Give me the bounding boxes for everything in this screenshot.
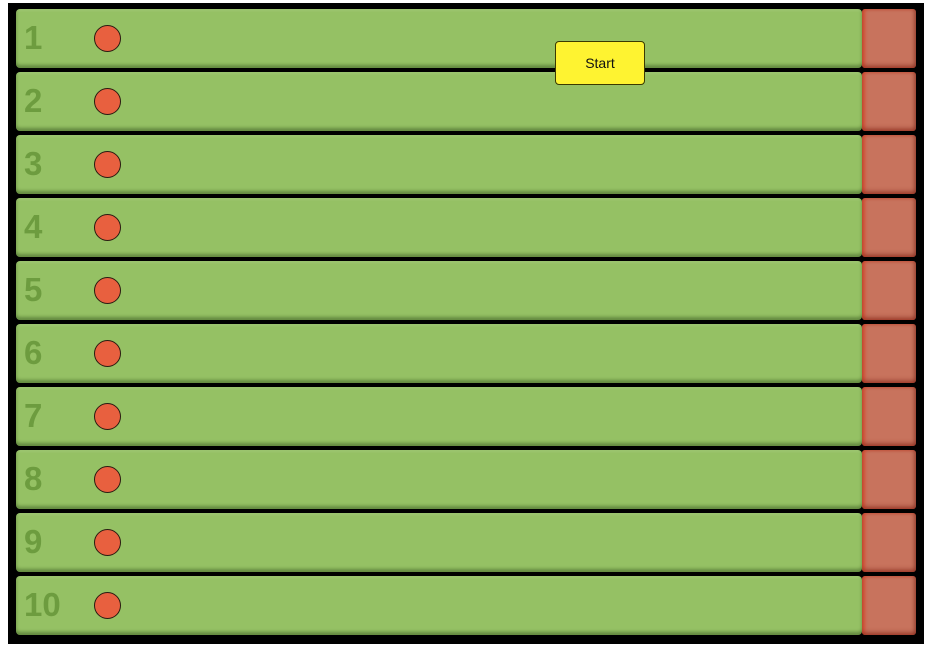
finish-cell [862, 9, 916, 68]
race-track: 1 2 3 4 5 [16, 9, 916, 639]
lane-6: 6 [16, 324, 916, 387]
lane-4: 4 [16, 198, 916, 261]
finish-cell [862, 72, 916, 131]
runner-token[interactable] [94, 277, 121, 304]
lane-2: 2 [16, 72, 916, 135]
lane-strip [16, 513, 862, 572]
finish-cell [862, 576, 916, 635]
lane-8: 8 [16, 450, 916, 513]
lane-number: 5 [24, 271, 43, 308]
lane-number: 10 [24, 586, 61, 623]
lane-strip [16, 576, 862, 635]
finish-cell [862, 135, 916, 194]
runner-token[interactable] [94, 25, 121, 52]
lane-number: 9 [24, 523, 43, 560]
lane-strip [16, 261, 862, 320]
runner-token[interactable] [94, 214, 121, 241]
lane-strip [16, 135, 862, 194]
start-button[interactable]: Start [555, 41, 645, 85]
runner-token[interactable] [94, 592, 121, 619]
finish-cell [862, 198, 916, 257]
lane-9: 9 [16, 513, 916, 576]
lane-number: 3 [24, 145, 43, 182]
runner-token[interactable] [94, 340, 121, 367]
lane-number: 1 [24, 19, 43, 56]
lane-number: 7 [24, 397, 43, 434]
finish-cell [862, 513, 916, 572]
runner-token[interactable] [94, 403, 121, 430]
lane-1: 1 [16, 9, 916, 72]
finish-cell [862, 387, 916, 446]
lane-7: 7 [16, 387, 916, 450]
runner-token[interactable] [94, 466, 121, 493]
lane-10: 10 [16, 576, 916, 639]
finish-cell [862, 261, 916, 320]
lane-strip [16, 324, 862, 383]
lane-number: 6 [24, 334, 43, 371]
lane-strip [16, 9, 862, 68]
game-frame: 1 2 3 4 5 [8, 3, 924, 644]
lane-strip [16, 72, 862, 131]
finish-cell [862, 450, 916, 509]
lane-strip [16, 198, 862, 257]
finish-cell [862, 324, 916, 383]
lane-3: 3 [16, 135, 916, 198]
runner-token[interactable] [94, 529, 121, 556]
lane-5: 5 [16, 261, 916, 324]
runner-token[interactable] [94, 88, 121, 115]
lane-number: 8 [24, 460, 43, 497]
runner-token[interactable] [94, 151, 121, 178]
lane-strip [16, 387, 862, 446]
lane-number: 2 [24, 82, 43, 119]
lane-number: 4 [24, 208, 43, 245]
lane-strip [16, 450, 862, 509]
